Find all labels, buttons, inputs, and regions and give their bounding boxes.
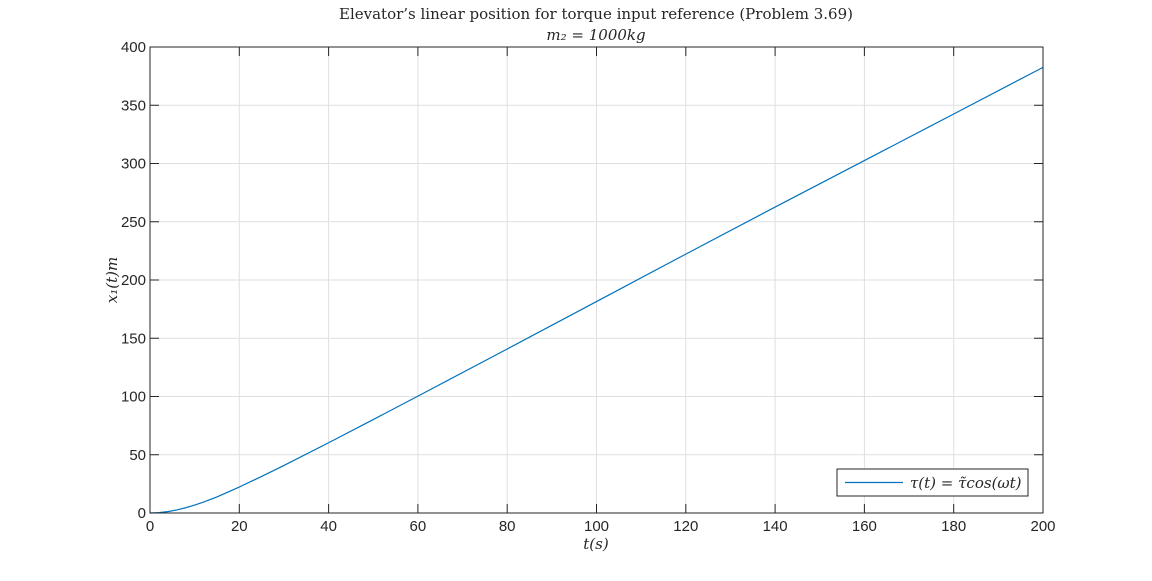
y-tick-label: 0	[138, 505, 146, 522]
x-tick-label: 100	[584, 518, 609, 535]
x-tick-label: 0	[146, 518, 154, 535]
y-tick-label: 200	[121, 272, 146, 289]
y-tick-label: 250	[121, 214, 146, 231]
x-tick-label: 60	[410, 518, 427, 535]
y-tick-label: 50	[129, 447, 146, 464]
legend: τ(t) = τ̃cos(ωt)	[836, 468, 1029, 497]
chart-subtitle: m₂ = 1000kg	[546, 26, 645, 44]
x-tick-label: 180	[941, 518, 966, 535]
y-tick-label: 350	[121, 97, 146, 114]
ticks	[149, 46, 1044, 514]
series-layer	[149, 66, 1044, 514]
series-line	[149, 66, 1044, 514]
grid	[150, 47, 1043, 513]
x-tick-label: 20	[231, 518, 248, 535]
y-tick-label: 150	[121, 330, 146, 347]
x-tick-label: 140	[763, 518, 788, 535]
x-axis-label: t(s)	[583, 535, 609, 553]
x-tick-label: 120	[673, 518, 698, 535]
chart-title: Elevator’s linear position for torque in…	[339, 5, 853, 23]
y-axis-label: x₁(t)m	[103, 257, 121, 303]
y-tick-label: 400	[121, 39, 146, 56]
x-tick-label: 160	[852, 518, 877, 535]
y-tick-label: 300	[121, 156, 146, 173]
x-tick-label: 40	[320, 518, 337, 535]
legend-label: τ(t) = τ̃cos(ωt)	[910, 474, 1022, 492]
legend-box	[836, 468, 1029, 497]
x-tick-label: 200	[1030, 518, 1055, 535]
y-tick-label: 100	[121, 389, 146, 406]
tick-labels: 0 20 40 60 80 100 120 140 160 180 200 0 50 100 150 200 2…	[121, 39, 1056, 535]
x-tick-label: 80	[499, 518, 516, 535]
